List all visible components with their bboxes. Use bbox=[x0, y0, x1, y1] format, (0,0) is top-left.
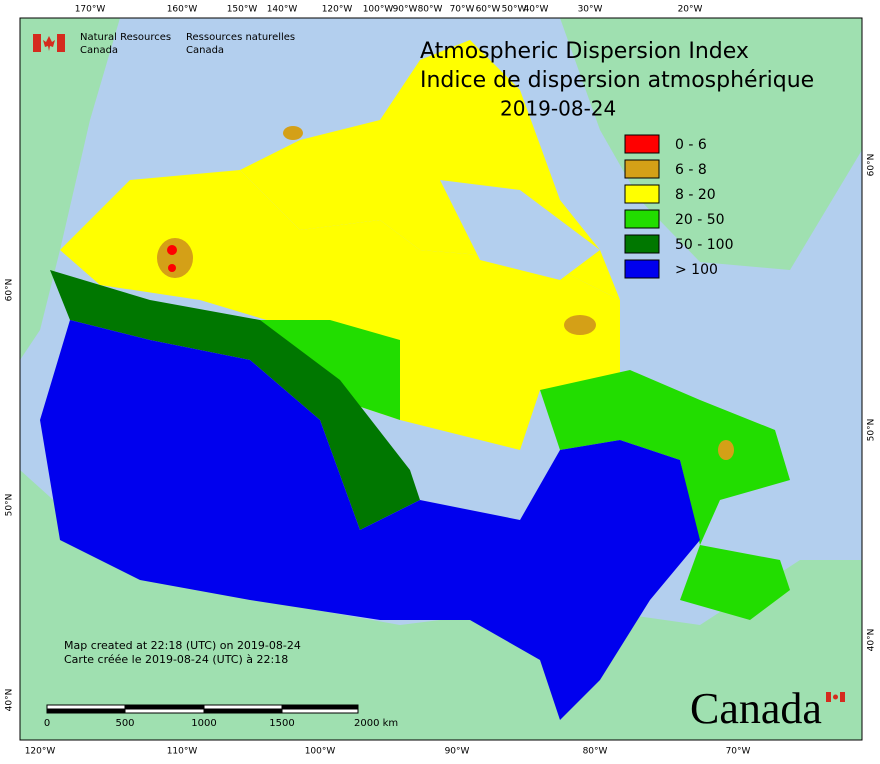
zone-orange bbox=[718, 440, 734, 460]
dept-en: Canada bbox=[80, 45, 118, 56]
flag-bar bbox=[840, 692, 845, 702]
note: Carte créée le 2019-08-24 (UTC) à 22:18 bbox=[64, 653, 288, 666]
date: 2019-08-24 bbox=[500, 97, 616, 121]
zone-orange bbox=[157, 238, 193, 278]
lon-label: 160°W bbox=[167, 5, 198, 15]
legend-swatch bbox=[624, 209, 660, 229]
dept-fr: Ressources naturelles bbox=[186, 32, 295, 43]
scale-label: 1000 bbox=[191, 718, 216, 729]
lat-label: 40°N bbox=[5, 689, 15, 712]
zone-darkgreen bbox=[50, 270, 420, 530]
legend-label: 50 - 100 bbox=[675, 237, 734, 253]
flag-leaf bbox=[43, 36, 55, 51]
legend: 0 - 6 6 - 8 8 - 20 20 - 50 50 - 100 > 100 bbox=[624, 134, 734, 279]
scale-segment bbox=[46, 708, 126, 714]
lon-label: 170°W bbox=[75, 5, 106, 15]
baffin-sea bbox=[440, 180, 600, 280]
zone-blue bbox=[40, 320, 700, 720]
zone-red bbox=[168, 264, 176, 272]
scale-segment bbox=[124, 708, 205, 714]
lon-label: 90°W bbox=[393, 5, 418, 15]
scale-segment bbox=[281, 708, 359, 714]
map-body bbox=[19, 17, 863, 741]
lon-label: 110°W bbox=[167, 747, 198, 757]
legend-swatch bbox=[624, 259, 660, 279]
scale-label: 2000 km bbox=[354, 718, 398, 729]
lon-label: 20°W bbox=[678, 5, 703, 15]
lat-label: 60°N bbox=[5, 279, 15, 302]
lon-label: 100°W bbox=[305, 747, 336, 757]
flag-bar bbox=[57, 34, 65, 52]
alaska bbox=[20, 18, 120, 360]
zone-green-east bbox=[540, 370, 790, 545]
lon-label: 90°W bbox=[445, 747, 470, 757]
lon-label: 30°W bbox=[578, 5, 603, 15]
subtitle: Indice de dispersion atmosphérique bbox=[420, 68, 814, 93]
legend-label: 6 - 8 bbox=[675, 162, 707, 178]
zone-orange bbox=[564, 315, 596, 335]
legend-label: 20 - 50 bbox=[675, 212, 725, 228]
lon-label: 60°W bbox=[476, 5, 501, 15]
greenland bbox=[560, 18, 862, 270]
flag-leaf bbox=[833, 694, 838, 700]
logo bbox=[33, 34, 65, 52]
lon-label: 80°W bbox=[583, 747, 608, 757]
scale-label: 500 bbox=[115, 718, 134, 729]
lon-label: 70°W bbox=[450, 5, 475, 15]
lon-label: 120°W bbox=[322, 5, 353, 15]
graticule-labels: 170°W 160°W 150°W 140°W 120°W 100°W 90°W 80°W 70… bbox=[5, 5, 877, 757]
legend-swatch bbox=[624, 234, 660, 254]
lat-label: 40°N bbox=[867, 629, 877, 652]
lon-label: 70°W bbox=[726, 747, 751, 757]
wordmark-flag bbox=[826, 692, 845, 702]
lon-label: 80°W bbox=[418, 5, 443, 15]
maritimes bbox=[680, 545, 790, 620]
map-frame bbox=[19, 17, 863, 741]
wordmark: Canada bbox=[690, 684, 822, 733]
flag-bar bbox=[33, 34, 41, 52]
legend-swatch bbox=[624, 184, 660, 204]
scale-label: 0 bbox=[44, 718, 50, 729]
scale-segment bbox=[203, 708, 283, 714]
lat-label: 50°N bbox=[5, 494, 15, 517]
dept-fr: Canada bbox=[186, 45, 224, 56]
zone-yellow bbox=[60, 170, 620, 450]
legend-swatch bbox=[624, 134, 660, 154]
lon-label: 150°W bbox=[227, 5, 258, 15]
legend-label: 0 - 6 bbox=[675, 137, 707, 153]
scale-segment bbox=[46, 704, 126, 710]
lon-label: 40°W bbox=[524, 5, 549, 15]
lon-label: 100°W bbox=[363, 5, 394, 15]
scale-segment bbox=[281, 704, 359, 710]
title: Atmospheric Dispersion Index bbox=[420, 39, 749, 64]
flag-bar bbox=[826, 692, 831, 702]
lon-label: 50°W bbox=[502, 5, 527, 15]
zone-orange bbox=[283, 126, 303, 140]
scale-segment bbox=[203, 704, 283, 710]
scale-segment bbox=[124, 704, 205, 710]
legend-label: > 100 bbox=[675, 262, 718, 278]
lat-label: 60°N bbox=[867, 154, 877, 177]
lat-label: 50°N bbox=[867, 419, 877, 442]
zone-red bbox=[167, 245, 177, 255]
scale-bar: 0 500 1000 1500 2000 km bbox=[44, 704, 398, 729]
legend-label: 8 - 20 bbox=[675, 187, 716, 203]
lon-label: 120°W bbox=[25, 747, 56, 757]
lon-label: 140°W bbox=[267, 5, 298, 15]
dept-en: Natural Resources bbox=[80, 32, 171, 43]
note: Map created at 22:18 (UTC) on 2019-08-24 bbox=[64, 639, 301, 652]
scale-label: 1500 bbox=[269, 718, 294, 729]
usa bbox=[20, 470, 862, 740]
legend-swatch bbox=[624, 159, 660, 179]
